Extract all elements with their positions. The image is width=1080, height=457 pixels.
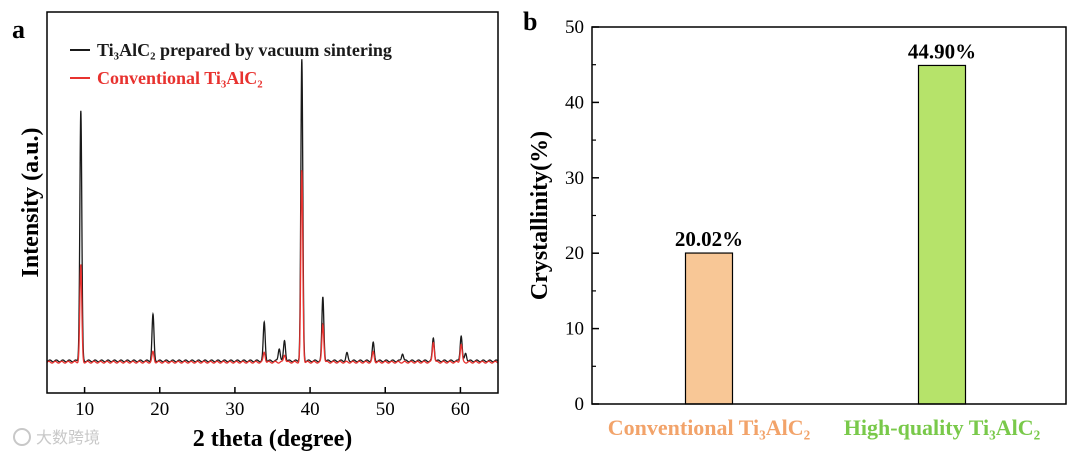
bar-y-tick-label: 10 [565, 319, 584, 340]
xrd-legend: Ti₃AlC₂ prepared by vacuum sintering Con… [70, 40, 392, 88]
bar-0 [684, 252, 734, 405]
bar-value-label-0: 20.02% [675, 227, 743, 251]
crystallinity-bars: 20.02% Conventional Ti₃AlC₂ 44.90% High-qua… [608, 39, 1041, 440]
bar-y-tick-label: 40 [565, 92, 584, 113]
xrd-y-axis-title: Intensity (a.u.) [18, 127, 44, 277]
xrd-x-ticks: 10 20 30 40 50 60 [75, 387, 470, 420]
bar-y-tick-label: 20 [565, 243, 584, 264]
xrd-x-tick-label: 10 [75, 399, 94, 420]
watermark: 大数跨境 [13, 428, 100, 447]
watermark-logo-icon [13, 428, 31, 446]
xrd-series-group [46, 59, 499, 364]
bar-y-axis-title: Crystallinity(%) [527, 131, 553, 300]
bar-category-label-0: Conventional Ti₃AlC₂ [608, 415, 811, 440]
bar-y-tick-label: 50 [565, 17, 584, 38]
bar-plot-frame [591, 26, 1067, 405]
bar-y-tick-label: 30 [565, 168, 584, 189]
legend-label-conventional: Conventional Ti₃AlC₂ [97, 68, 263, 88]
xrd-x-tick-label: 20 [150, 399, 169, 420]
bar-y-ticks: 0 10 20 30 40 50 [565, 17, 599, 415]
xrd-plot-frame [46, 11, 499, 394]
xrd-series-line-0 [46, 59, 499, 363]
bar-category-label-1: High-quality Ti₃AlC₂ [844, 415, 1041, 440]
xrd-x-tick-label: 40 [301, 399, 320, 420]
watermark-text: 大数跨境 [36, 428, 100, 447]
legend-label-vacuum: Ti₃AlC₂ prepared by vacuum sintering [97, 40, 392, 60]
bar-y-tick-label: 0 [575, 394, 585, 415]
panel-letter-a: a [12, 15, 25, 44]
bar-1 [917, 64, 967, 405]
xrd-series-line-1 [46, 170, 499, 364]
xrd-x-tick-label: 60 [451, 399, 470, 420]
bar-value-label-1: 44.90% [908, 39, 976, 63]
xrd-x-tick-label: 30 [225, 399, 244, 420]
xrd-x-axis-title: 2 theta (degree) [193, 426, 353, 452]
panel-letter-b: b [523, 7, 537, 36]
xrd-x-tick-label: 50 [376, 399, 395, 420]
